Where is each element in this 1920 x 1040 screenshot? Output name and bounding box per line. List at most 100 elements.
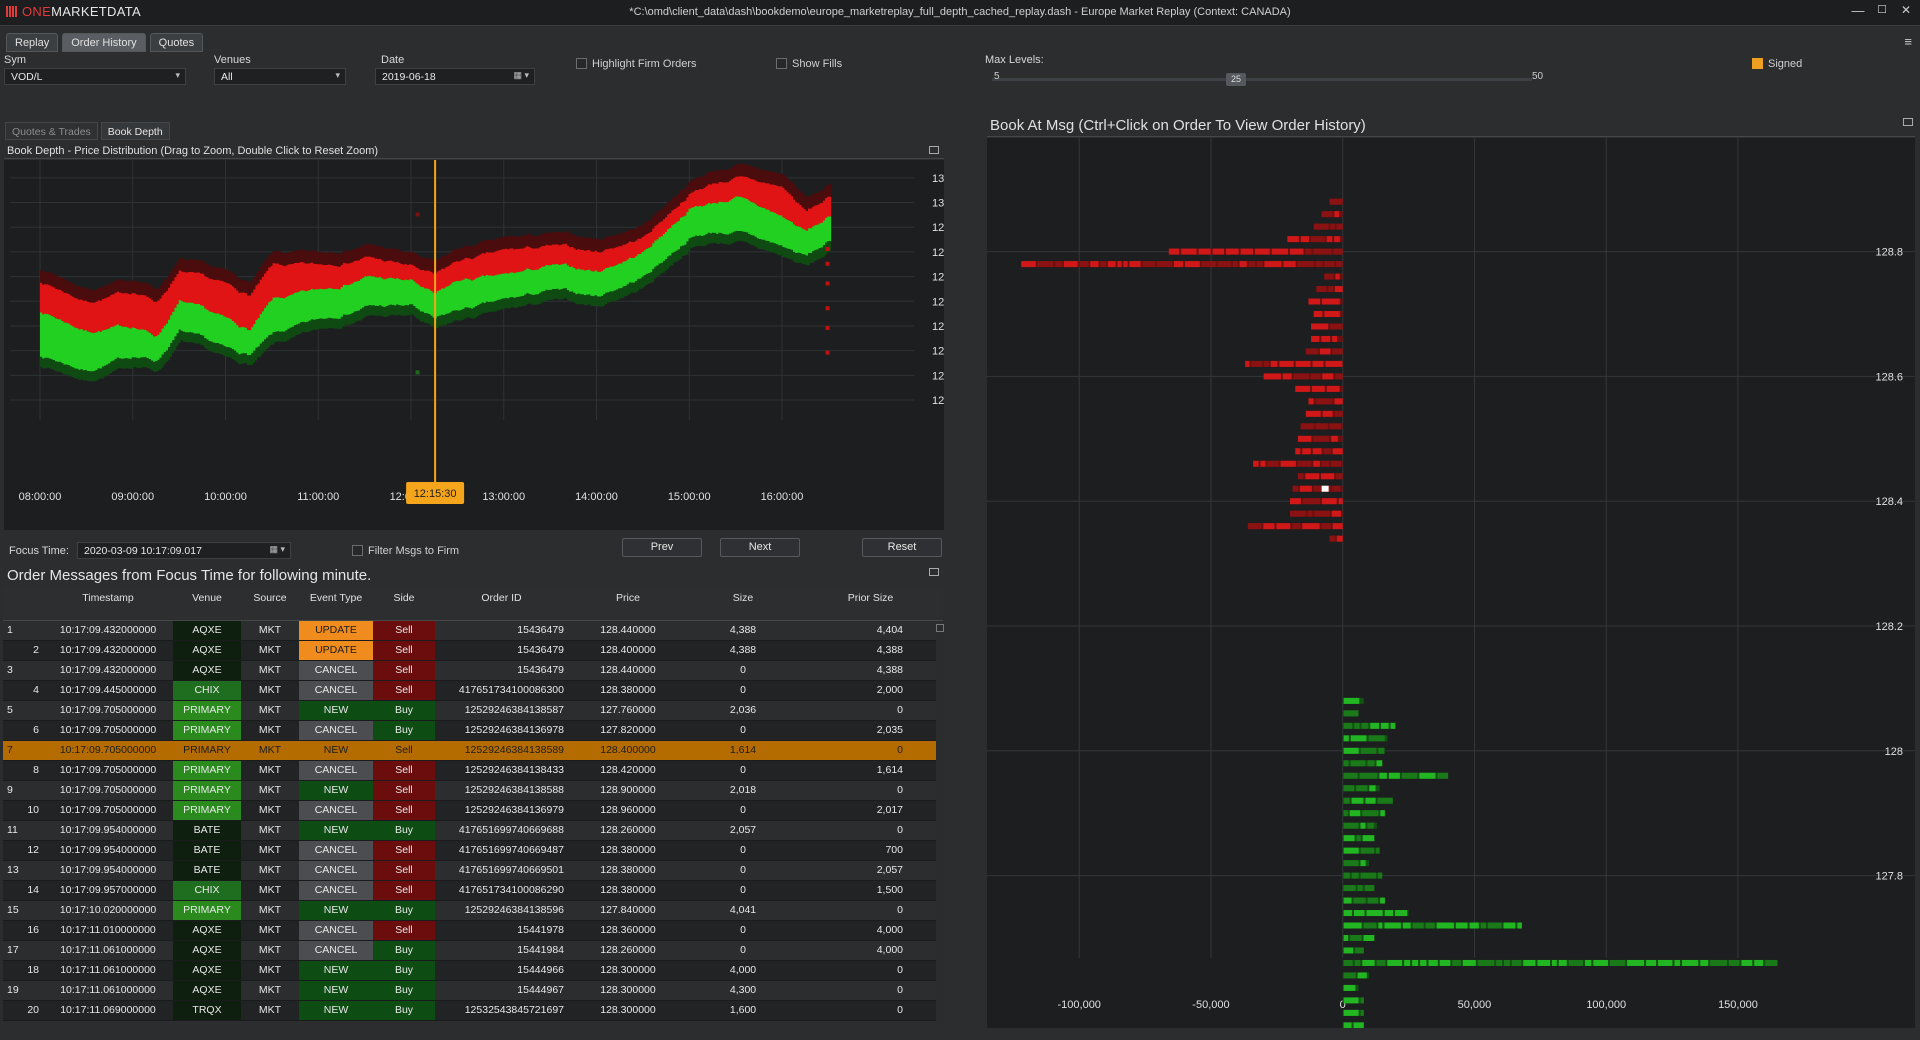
- maximize-icon[interactable]: ☐: [1877, 4, 1887, 16]
- max-levels-slider[interactable]: 25: [992, 73, 1532, 86]
- table-row[interactable]: 2 10:17:09.432000000 AQXE MKT UPDATE Sell 1543…: [3, 640, 943, 661]
- heatmap-cell: [453, 249, 458, 262]
- column-header[interactable]: Order ID: [435, 588, 568, 621]
- venues-select[interactable]: All ▾: [214, 68, 346, 85]
- table-row[interactable]: 18 10:17:11.061000000 AQXE MKT NEW Buy 1544496…: [3, 960, 943, 981]
- restore-panel-icon[interactable]: [929, 568, 939, 576]
- tab-replay[interactable]: Replay: [6, 33, 59, 52]
- tab-book-depth[interactable]: Book Depth: [100, 122, 170, 140]
- signed-checkbox[interactable]: Signed: [1752, 58, 1802, 70]
- table-row[interactable]: 14 10:17:09.957000000 CHIX MKT CANCEL Sell 417…: [3, 880, 943, 901]
- heatmap-cell: [778, 186, 783, 216]
- table-row[interactable]: 7 10:17:09.705000000 PRIMARY MKT NEW Sell 1252…: [3, 740, 943, 761]
- date-picker[interactable]: 2019-06-18 ▦ ▾: [375, 68, 535, 85]
- table-row[interactable]: 4 10:17:09.445000000 CHIX MKT CANCEL Sell 4176…: [3, 680, 943, 701]
- table-row[interactable]: 19 10:17:11.061000000 AQXE MKT NEW Buy 1544496…: [3, 980, 943, 1001]
- menu-icon[interactable]: ≡: [1904, 34, 1912, 49]
- bid-order-segment: [1455, 922, 1468, 929]
- column-header[interactable]: Prior Size: [798, 588, 943, 621]
- tab-quotes[interactable]: Quotes: [149, 33, 204, 52]
- heatmap-cell: [541, 246, 546, 267]
- sym-select[interactable]: VOD/L ▾: [4, 68, 186, 85]
- minimize-icon[interactable]: —: [1851, 3, 1865, 18]
- highlight-firm-orders-checkbox[interactable]: Highlight Firm Orders: [576, 58, 697, 70]
- heatmap-cell: [801, 228, 806, 255]
- scroll-handle[interactable]: [936, 624, 944, 632]
- column-header[interactable]: Event Type: [299, 588, 373, 621]
- heatmap-cell: [816, 204, 821, 225]
- book-at-msg-chart[interactable]: 128.8 128.6 128.4 128.2 128 127.8 -100,000 -50,…: [987, 138, 1915, 1029]
- heatmap-cell: [643, 223, 648, 236]
- x-tick-label: 11:00:00: [297, 491, 339, 503]
- tab-order-history[interactable]: Order History: [62, 33, 146, 52]
- heatmap-cell: [428, 314, 433, 324]
- filter-msgs-checkbox[interactable]: Filter Msgs to Firm: [352, 545, 459, 557]
- heatmap-cell: [684, 200, 689, 216]
- focus-time-picker[interactable]: 2020-03-09 10:17:09.017 ▦ ▾: [77, 542, 291, 559]
- heatmap-cell: [566, 245, 571, 266]
- column-header[interactable]: Venue: [173, 588, 241, 621]
- table-row[interactable]: 10 10:17:09.705000000 PRIMARY MKT CANCEL Sell…: [3, 800, 943, 821]
- heatmap-cell: [788, 194, 793, 222]
- column-header[interactable]: Price: [568, 588, 688, 621]
- slider-thumb[interactable]: 25: [1226, 73, 1246, 86]
- close-icon[interactable]: ✕: [1900, 3, 1912, 17]
- heatmap-cell: [505, 236, 510, 249]
- heatmap-cell: [750, 179, 755, 203]
- column-header[interactable]: Source: [241, 588, 299, 621]
- column-header[interactable]: Timestamp: [43, 588, 173, 621]
- heatmap-cell: [675, 250, 680, 261]
- table-row[interactable]: 5 10:17:09.705000000 PRIMARY MKT NEW Buy 12529…: [3, 700, 943, 721]
- table-row[interactable]: 13 10:17:09.954000000 BATE MKT CANCEL Sell 417…: [3, 860, 943, 881]
- table-row[interactable]: 11 10:17:09.954000000 BATE MKT NEW Buy 4176516…: [3, 820, 943, 841]
- heatmap-cell: [409, 304, 414, 315]
- column-header[interactable]: Side: [373, 588, 435, 621]
- column-header[interactable]: [3, 588, 43, 621]
- table-row[interactable]: 1 10:17:09.432000000 AQXE MKT UPDATE Sell 1543…: [3, 620, 943, 641]
- table-cell: 1,614: [798, 760, 943, 781]
- heatmap-cell: [524, 235, 529, 248]
- heatmap-cell: [193, 333, 198, 344]
- table-row[interactable]: 16 10:17:11.010000000 AQXE MKT CANCEL Sell 154…: [3, 920, 943, 941]
- restore-panel-icon[interactable]: [929, 146, 939, 154]
- show-fills-checkbox[interactable]: Show Fills: [776, 58, 842, 70]
- column-header[interactable]: Size: [688, 588, 798, 621]
- restore-panel-icon[interactable]: [1903, 118, 1913, 126]
- table-cell: Sell: [373, 860, 435, 881]
- heatmap-cell: [447, 285, 452, 314]
- ask-order-segment: [1090, 261, 1099, 268]
- table-row[interactable]: 9 10:17:09.705000000 PRIMARY MKT NEW Sell 1252…: [3, 780, 943, 801]
- calendar-icon[interactable]: ▦ ▾: [269, 544, 285, 554]
- heatmap-cell: [116, 291, 121, 325]
- table-row[interactable]: 12 10:17:09.954000000 BATE MKT CANCEL Sell 417…: [3, 840, 943, 861]
- book-depth-svg[interactable]: 130.5130129.5129128.5128127.5127126.5126…: [4, 150, 960, 530]
- table-row[interactable]: 6 10:17:09.705000000 PRIMARY MKT CANCEL Buy 12…: [3, 720, 943, 741]
- ask-order-segment: [1185, 261, 1200, 268]
- heatmap-cell: [244, 293, 249, 328]
- table-scrollbar[interactable]: [936, 624, 944, 1024]
- table-row[interactable]: 15 10:17:10.020000000 PRIMARY MKT NEW Buy 1252…: [3, 900, 943, 921]
- reset-button[interactable]: Reset: [862, 538, 942, 557]
- heatmap-cell: [285, 253, 290, 266]
- table-row[interactable]: 17 10:17:11.061000000 AQXE MKT CANCEL Buy 1544…: [3, 940, 943, 961]
- bid-bar: [1342, 947, 1364, 954]
- table-row[interactable]: 8 10:17:09.705000000 PRIMARY MKT CANCEL Sell 1…: [3, 760, 943, 781]
- heatmap-cell: [522, 271, 527, 296]
- table-row[interactable]: 20 10:17:11.069000000 TRQX MKT NEW Buy 1253254…: [3, 1000, 943, 1021]
- heatmap-cell: [628, 257, 633, 283]
- bid-order-segment: [1728, 959, 1740, 966]
- calendar-icon[interactable]: ▦ ▾: [513, 70, 529, 80]
- heatmap-cell: [257, 318, 262, 347]
- heatmap-cell: [195, 272, 200, 304]
- heatmap-cell: [293, 292, 298, 326]
- bid-order-segment: [1343, 847, 1359, 854]
- tab-quotes-trades[interactable]: Quotes & Trades: [5, 122, 98, 140]
- ask-order-segment: [1329, 535, 1335, 542]
- table-cell: MKT: [241, 920, 299, 941]
- book-depth-chart[interactable]: 130.5130129.5129128.5128127.5127126.5126…: [4, 150, 960, 530]
- bid-order-segment: [1343, 860, 1359, 867]
- table-row[interactable]: 3 10:17:09.432000000 AQXE MKT CANCEL Sell 1543…: [3, 660, 943, 681]
- next-button[interactable]: Next: [720, 538, 800, 557]
- prev-button[interactable]: Prev: [622, 538, 702, 557]
